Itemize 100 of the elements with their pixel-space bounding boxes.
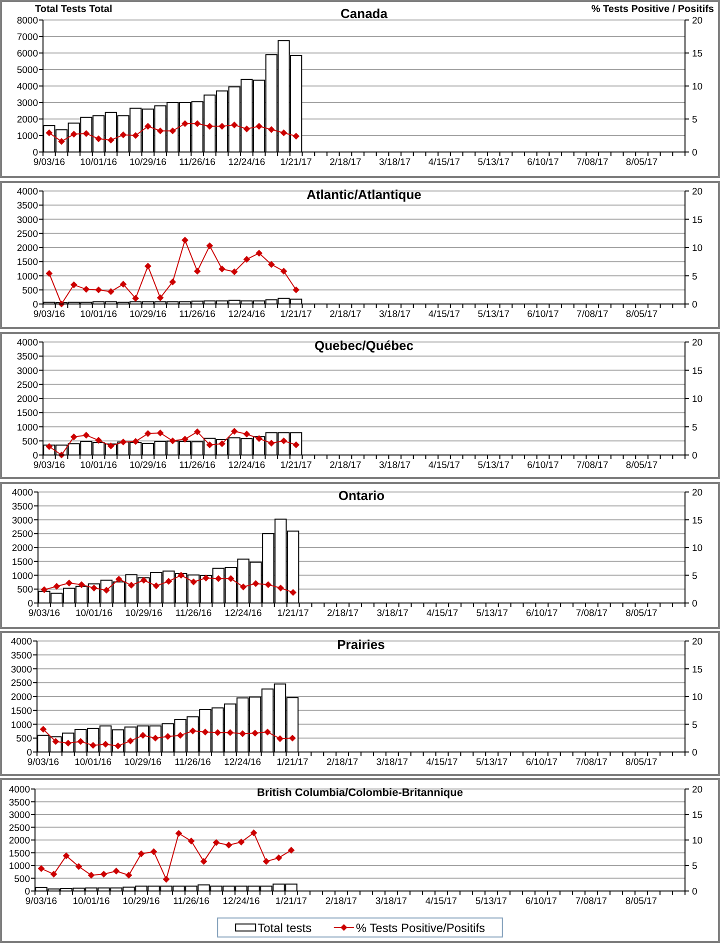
x-tick-label: 11/26/16	[174, 757, 211, 768]
point	[120, 280, 127, 288]
point	[194, 120, 201, 128]
x-tick-label: 12/24/16	[228, 157, 266, 168]
point	[252, 730, 259, 737]
x-tick-label: 1/21/17	[280, 157, 312, 168]
point	[256, 250, 262, 257]
x-tick-label: 11/26/16	[179, 309, 216, 320]
point	[200, 858, 208, 865]
y-tick-label: 3500	[8, 797, 30, 808]
point	[252, 580, 260, 588]
point	[102, 740, 109, 748]
x-tick-label: 4/15/17	[428, 460, 460, 471]
point	[268, 261, 275, 268]
point	[202, 728, 209, 736]
point	[175, 830, 182, 837]
y2-tick-label: 10	[692, 82, 703, 92]
point	[256, 122, 262, 130]
y2-tick-label: 20	[692, 338, 703, 348]
point	[277, 584, 284, 592]
y-tick-label: 1000	[16, 131, 38, 142]
x-tick-label: 8/05/17	[626, 460, 658, 471]
point	[156, 127, 164, 134]
point	[70, 433, 78, 440]
point	[289, 734, 296, 742]
x-tick-label: 2/18/17	[325, 896, 358, 907]
y-tick-label: 2000	[10, 692, 32, 703]
point	[156, 430, 164, 436]
y2-tick-label: 20	[692, 186, 703, 198]
x-tick-label: 7/08/17	[576, 157, 608, 168]
point	[280, 268, 288, 275]
y-tick-label: 3500	[16, 200, 38, 212]
point	[256, 435, 262, 442]
y-tick-label: 7000	[16, 32, 38, 43]
y2-tick-label: 15	[692, 664, 703, 676]
point	[107, 288, 114, 295]
x-tick-label: 5/13/17	[476, 757, 508, 768]
x-tick-label: 4/15/17	[426, 608, 458, 619]
point	[262, 858, 270, 865]
y-tick-label: 3000	[12, 515, 33, 526]
y2-tick-label: 15	[692, 48, 703, 60]
y2-tick-label: 0	[692, 886, 698, 898]
y2-tick-label: 10	[692, 394, 703, 405]
y-tick-label: 3000	[10, 664, 32, 676]
y-tick-label: 0	[32, 300, 38, 310]
x-tick-label: 6/10/17	[527, 309, 559, 320]
point	[280, 129, 288, 136]
point	[189, 727, 196, 734]
x-tick-label: 10/01/16	[80, 460, 118, 471]
point	[227, 575, 234, 582]
point	[112, 868, 120, 875]
y-tick-label: 0	[32, 450, 38, 462]
x-tick-label: 4/15/17	[428, 309, 460, 320]
point	[194, 428, 201, 436]
x-tick-label: 10/29/16	[129, 460, 166, 471]
y-tick-label: 500	[17, 584, 33, 596]
x-tick-label: 1/21/17	[277, 608, 309, 619]
y2-tick-label: 10	[692, 692, 703, 703]
y2-tick-label: 20	[692, 488, 703, 498]
point	[82, 286, 90, 293]
point	[169, 127, 176, 134]
point	[144, 122, 152, 130]
y-tick-label: 4000	[8, 784, 30, 796]
point	[70, 281, 78, 288]
point	[230, 268, 238, 276]
point	[144, 262, 152, 270]
chart-title: Ontario	[338, 488, 385, 503]
point	[206, 122, 214, 130]
point	[243, 125, 250, 132]
x-tick-label: 3/18/17	[379, 460, 411, 471]
x-tick-label: 12/24/16	[224, 757, 262, 768]
y-tick-label: 3000	[16, 214, 38, 226]
x-tick-label: 2/18/17	[330, 460, 362, 471]
point	[132, 132, 140, 139]
y-tick-label: 500	[14, 874, 30, 885]
y-tick-label: 2000	[16, 394, 38, 405]
y-tick-label: 8000	[16, 16, 38, 26]
y2-tick-label: 20	[692, 784, 703, 796]
y2-tick-label: 0	[692, 148, 698, 158]
point	[90, 742, 97, 749]
point	[169, 278, 176, 286]
point	[290, 589, 296, 596]
x-tick-label: 5/13/17	[478, 157, 510, 168]
point	[132, 294, 140, 302]
y-tick-label: 500	[16, 734, 32, 745]
y-tick-label: 1000	[16, 422, 38, 434]
point	[218, 122, 226, 130]
y-tick-label: 0	[32, 148, 38, 158]
y-tick-label: 1500	[10, 706, 32, 717]
chart-title: Atlantic/Atlantique	[306, 187, 422, 202]
point	[95, 135, 102, 142]
point	[140, 576, 148, 584]
point	[78, 581, 85, 588]
x-tick-label: 12/24/16	[228, 309, 266, 320]
x-tick-label: 12/24/16	[222, 896, 260, 907]
y-tick-label: 4000	[10, 636, 32, 648]
y-tick-label: 2000	[8, 836, 30, 846]
point	[268, 126, 275, 133]
y2-tick-label: 15	[692, 515, 703, 526]
y-tick-label: 3000	[16, 98, 38, 109]
